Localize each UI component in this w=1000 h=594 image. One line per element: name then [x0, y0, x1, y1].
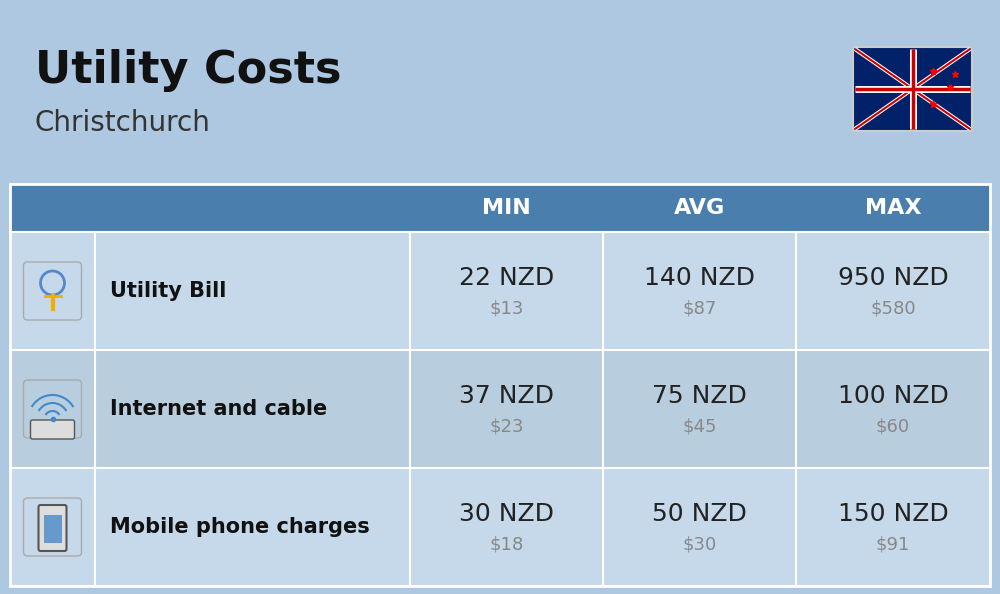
Text: Christchurch: Christchurch	[35, 109, 211, 137]
Text: $91: $91	[876, 535, 910, 553]
Text: AVG: AVG	[674, 198, 725, 218]
FancyBboxPatch shape	[853, 47, 972, 131]
FancyBboxPatch shape	[10, 232, 990, 350]
Text: $45: $45	[682, 417, 717, 435]
FancyBboxPatch shape	[44, 515, 62, 543]
Text: Utility Bill: Utility Bill	[110, 281, 226, 301]
Text: MIN: MIN	[482, 198, 531, 218]
Text: 950 NZD: 950 NZD	[838, 266, 948, 290]
FancyBboxPatch shape	[38, 505, 66, 551]
FancyBboxPatch shape	[24, 380, 82, 438]
FancyBboxPatch shape	[30, 420, 74, 439]
Text: 140 NZD: 140 NZD	[644, 266, 755, 290]
Text: 37 NZD: 37 NZD	[459, 384, 554, 408]
FancyBboxPatch shape	[24, 498, 82, 556]
Text: 150 NZD: 150 NZD	[838, 502, 948, 526]
Text: Utility Costs: Utility Costs	[35, 49, 342, 92]
Text: $30: $30	[682, 535, 717, 553]
Text: 30 NZD: 30 NZD	[459, 502, 554, 526]
FancyBboxPatch shape	[10, 184, 990, 232]
FancyBboxPatch shape	[10, 468, 990, 586]
FancyBboxPatch shape	[24, 262, 82, 320]
Text: MAX: MAX	[865, 198, 921, 218]
Text: $18: $18	[489, 535, 524, 553]
Text: $60: $60	[876, 417, 910, 435]
Text: $580: $580	[870, 299, 916, 317]
Text: 22 NZD: 22 NZD	[459, 266, 554, 290]
Text: $87: $87	[682, 299, 717, 317]
Text: 100 NZD: 100 NZD	[838, 384, 948, 408]
FancyBboxPatch shape	[10, 350, 990, 468]
Text: 75 NZD: 75 NZD	[652, 384, 747, 408]
Text: Internet and cable: Internet and cable	[110, 399, 327, 419]
Text: $23: $23	[489, 417, 524, 435]
Text: Mobile phone charges: Mobile phone charges	[110, 517, 370, 537]
Text: 50 NZD: 50 NZD	[652, 502, 747, 526]
Text: $13: $13	[489, 299, 524, 317]
